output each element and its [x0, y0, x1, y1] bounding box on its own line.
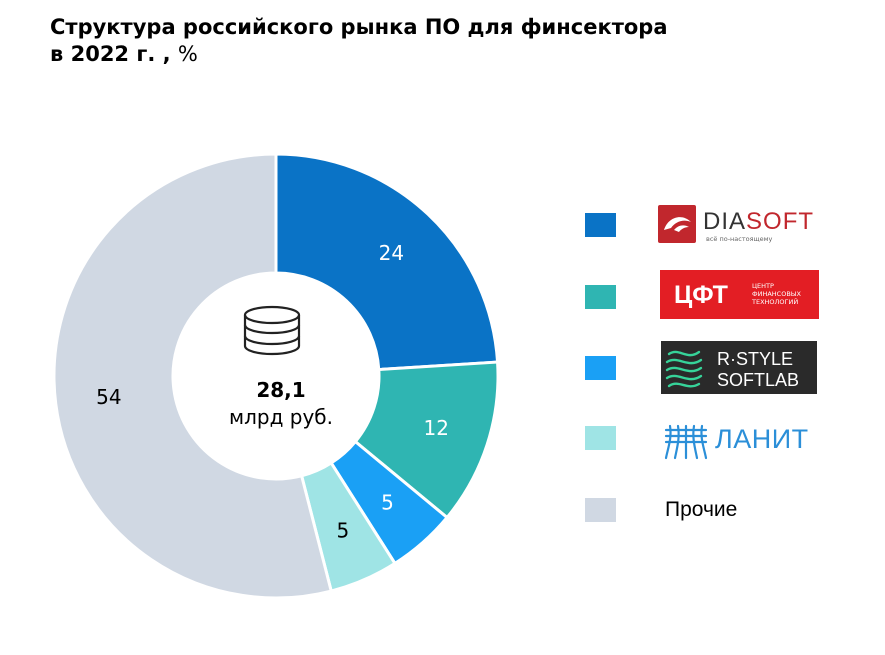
cft-logo-tagline-2: ФИНАНСОВЫХ	[752, 290, 802, 298]
diasoft-logo-soft: SOFT	[746, 208, 814, 235]
legend-swatch-cft	[585, 285, 616, 309]
center-total-value: 28,1	[256, 378, 305, 402]
legend-label-other: Прочие	[665, 498, 738, 521]
donut-slice-label-4: 54	[96, 385, 121, 409]
chart-title-line2: в 2022 г. , %	[50, 41, 830, 68]
donut-slice-4	[52, 152, 334, 600]
rstyle-logo-line1: R·STYLE	[717, 349, 793, 369]
cft-logo-tagline-3: ТЕХНОЛОГИЙ	[751, 297, 798, 306]
diasoft-logo-dia: DIA	[703, 208, 746, 235]
cft-logo-tagline-1: ЦЕНТР	[752, 282, 774, 290]
cft-logo-name: ЦФТ	[674, 281, 728, 309]
donut-slice-0	[274, 152, 500, 372]
svg-text:DIASOFT: DIASOFT	[703, 208, 814, 235]
cft-logo: ЦФТ ЦЕНТР ФИНАНСОВЫХ ТЕХНОЛОГИЙ	[660, 270, 819, 319]
lanit-grid-icon	[664, 424, 708, 460]
rstyle-wave-icon	[665, 350, 703, 388]
chart-title-year: в 2022 г. ,	[50, 42, 171, 66]
lanit-logo: ЛАНИТ	[664, 424, 809, 460]
center-total-unit: млрд руб.	[229, 405, 333, 429]
rstyle-softlab-logo: R·STYLE SOFTLAB	[661, 341, 817, 394]
donut-slices	[52, 152, 500, 600]
donut-slice-label-1: 12	[424, 416, 449, 440]
legend-swatch-lanit	[585, 426, 616, 450]
donut-slice-label-2: 5	[381, 490, 394, 514]
chart-title-unit: %	[177, 42, 198, 66]
database-icon	[243, 305, 301, 356]
lanit-logo-name: ЛАНИТ	[715, 424, 809, 454]
donut-slice-label-0: 24	[379, 241, 404, 265]
donut-slice-label-3: 5	[337, 519, 350, 543]
diasoft-logo-tagline: всё по-настоящему	[706, 235, 773, 243]
chart-title-line1: Структура российского рынка ПО для финсе…	[50, 15, 668, 39]
legend-swatch-rstyle	[585, 356, 616, 380]
legend-swatch-other	[585, 498, 616, 522]
chart-title: Структура российского рынка ПО для финсе…	[50, 14, 830, 68]
rstyle-logo-line2: SOFTLAB	[717, 370, 799, 390]
donut-slice-labels: 24 12 5 5 54	[96, 241, 449, 542]
legend-swatch-diasoft	[585, 213, 616, 237]
diasoft-logo: DIASOFT всё по-настоящему	[658, 205, 814, 243]
